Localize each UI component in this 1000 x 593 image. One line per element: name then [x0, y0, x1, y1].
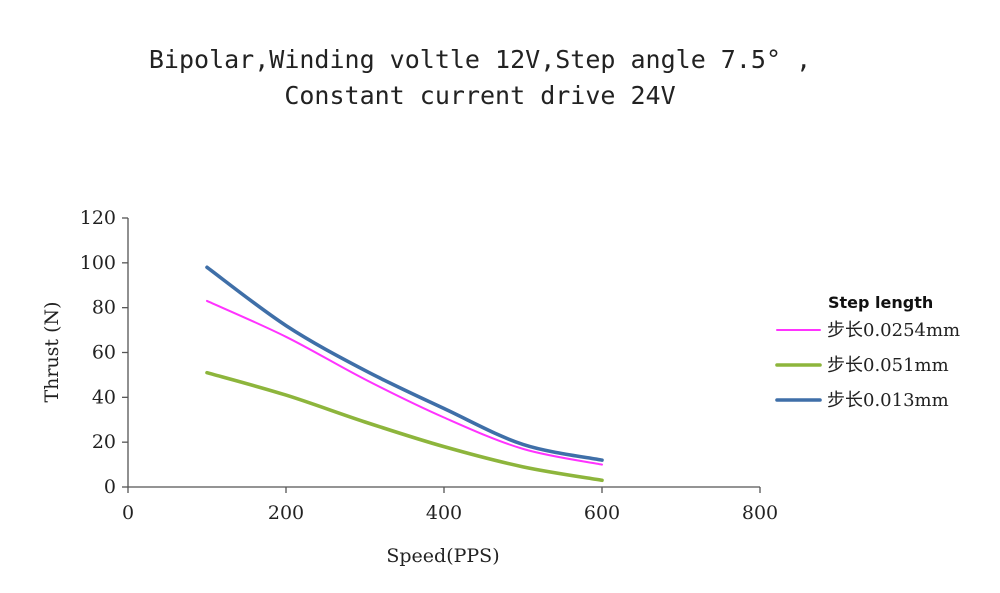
y-tick-label: 20	[92, 431, 116, 453]
legend-title: Step length	[828, 293, 933, 312]
plot-area: 0 20 40 60 80 100 120 0 200 400 600 800	[80, 207, 778, 524]
y-tick-label: 80	[92, 297, 116, 319]
x-tick-label: 0	[122, 502, 134, 524]
x-tick-label: 600	[584, 502, 620, 524]
y-tick-label: 120	[80, 207, 116, 229]
legend-label-1: 步长0.0254mm	[827, 320, 960, 341]
y-axis-label: Thrust (N)	[41, 301, 63, 402]
legend-label-2: 步长0.051mm	[827, 355, 949, 376]
y-tick-label: 0	[104, 476, 116, 498]
legend: Step length 步长0.0254mm 步长0.051mm 步长0.013mm	[775, 293, 960, 411]
legend-label-3: 步长0.013mm	[827, 390, 949, 411]
x-tick-label: 400	[426, 502, 462, 524]
x-axis-label: Speed(PPS)	[386, 545, 499, 567]
series-line-1	[206, 299, 603, 466]
y-tick-label: 40	[92, 386, 116, 408]
series-line-3	[205, 265, 604, 462]
x-tick-label: 200	[268, 502, 304, 524]
y-tick-label: 100	[80, 252, 116, 274]
chart-title-line-2: Constant current drive 24V	[284, 81, 675, 110]
chart-title-line-1: Bipolar,Winding voltle 12V,Step angle 7.…	[149, 45, 811, 74]
y-tick-label: 60	[92, 342, 116, 364]
x-tick-label: 800	[742, 502, 778, 524]
series-line-2	[205, 370, 604, 483]
